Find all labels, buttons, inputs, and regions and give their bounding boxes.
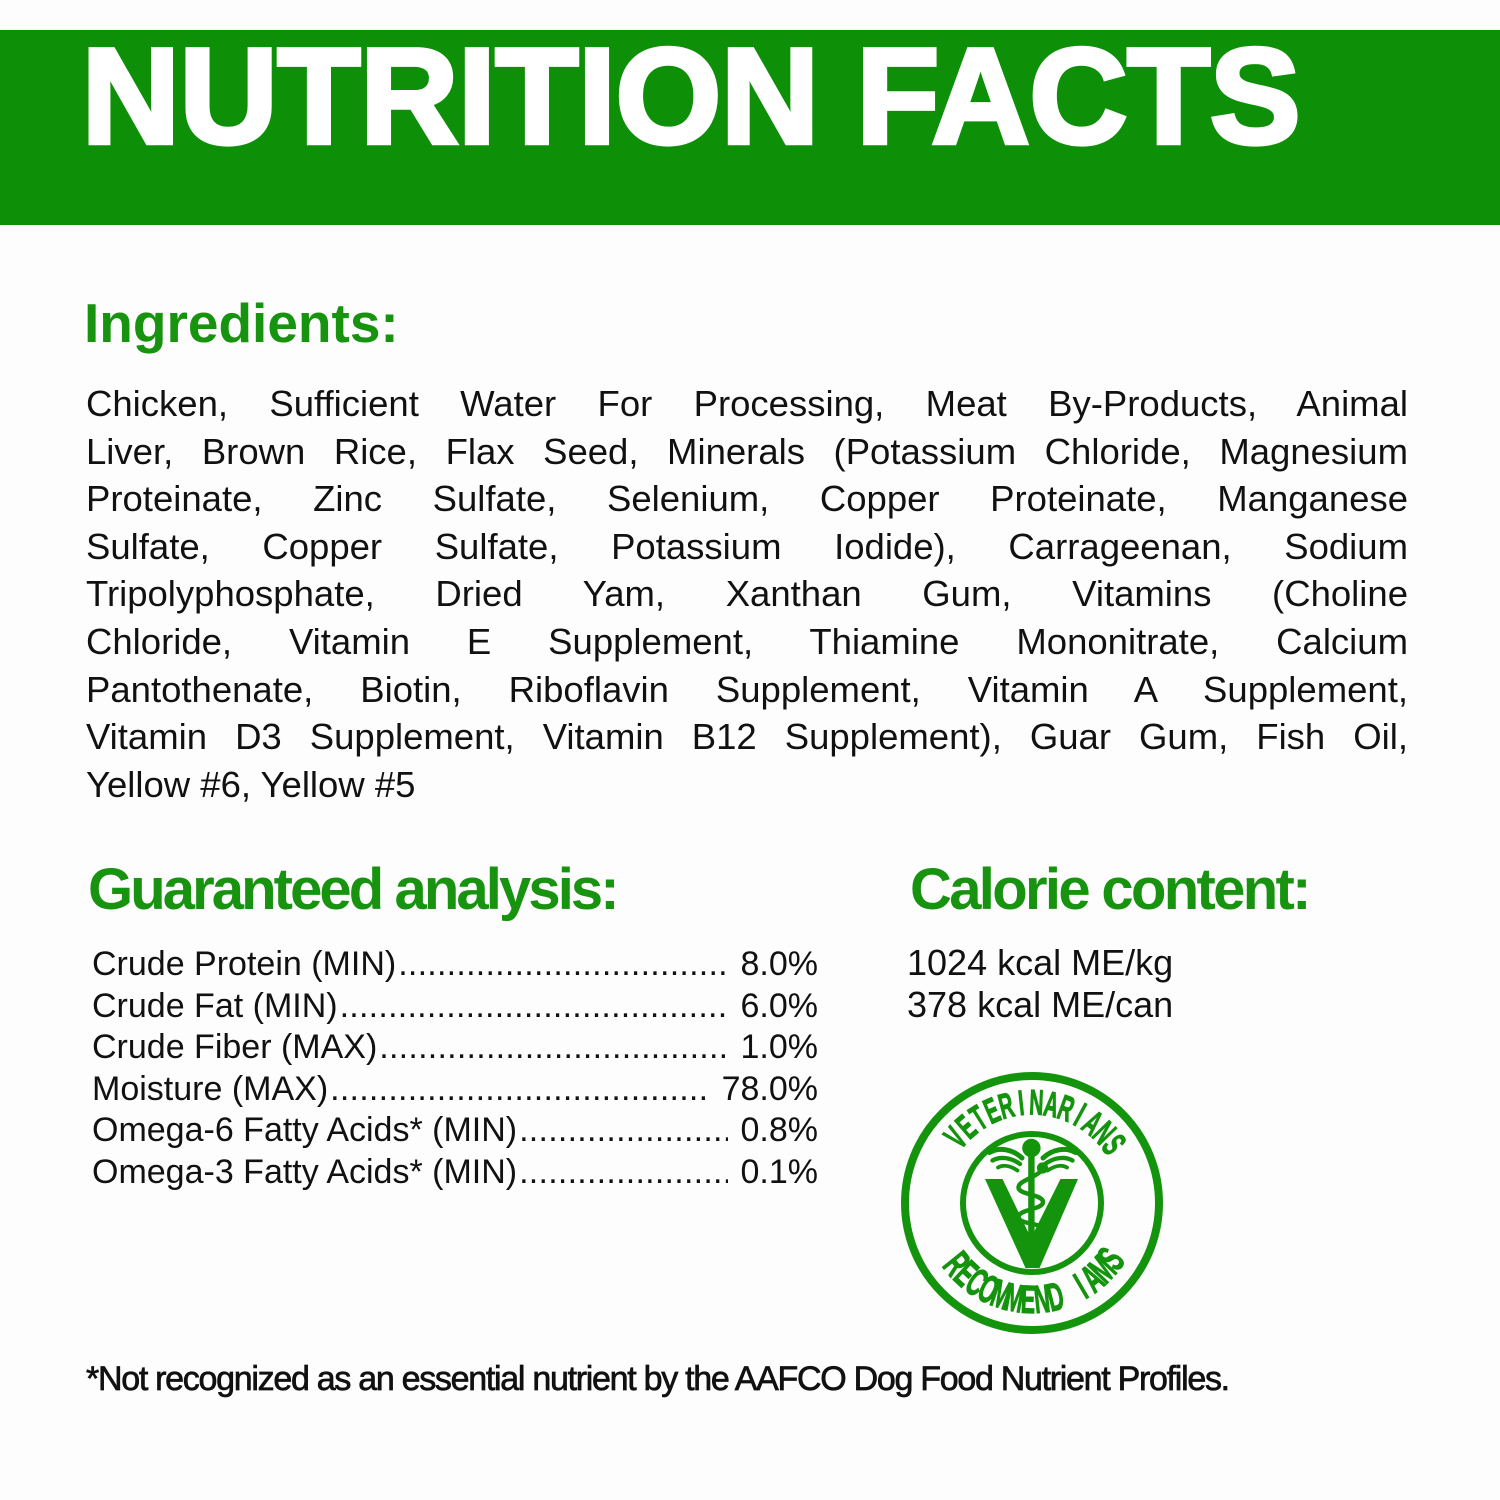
svg-text:N: N <box>1032 1277 1052 1322</box>
svg-text:E: E <box>1020 1278 1036 1323</box>
svg-text:N: N <box>1028 1082 1044 1123</box>
svg-text:I: I <box>1016 1083 1026 1123</box>
